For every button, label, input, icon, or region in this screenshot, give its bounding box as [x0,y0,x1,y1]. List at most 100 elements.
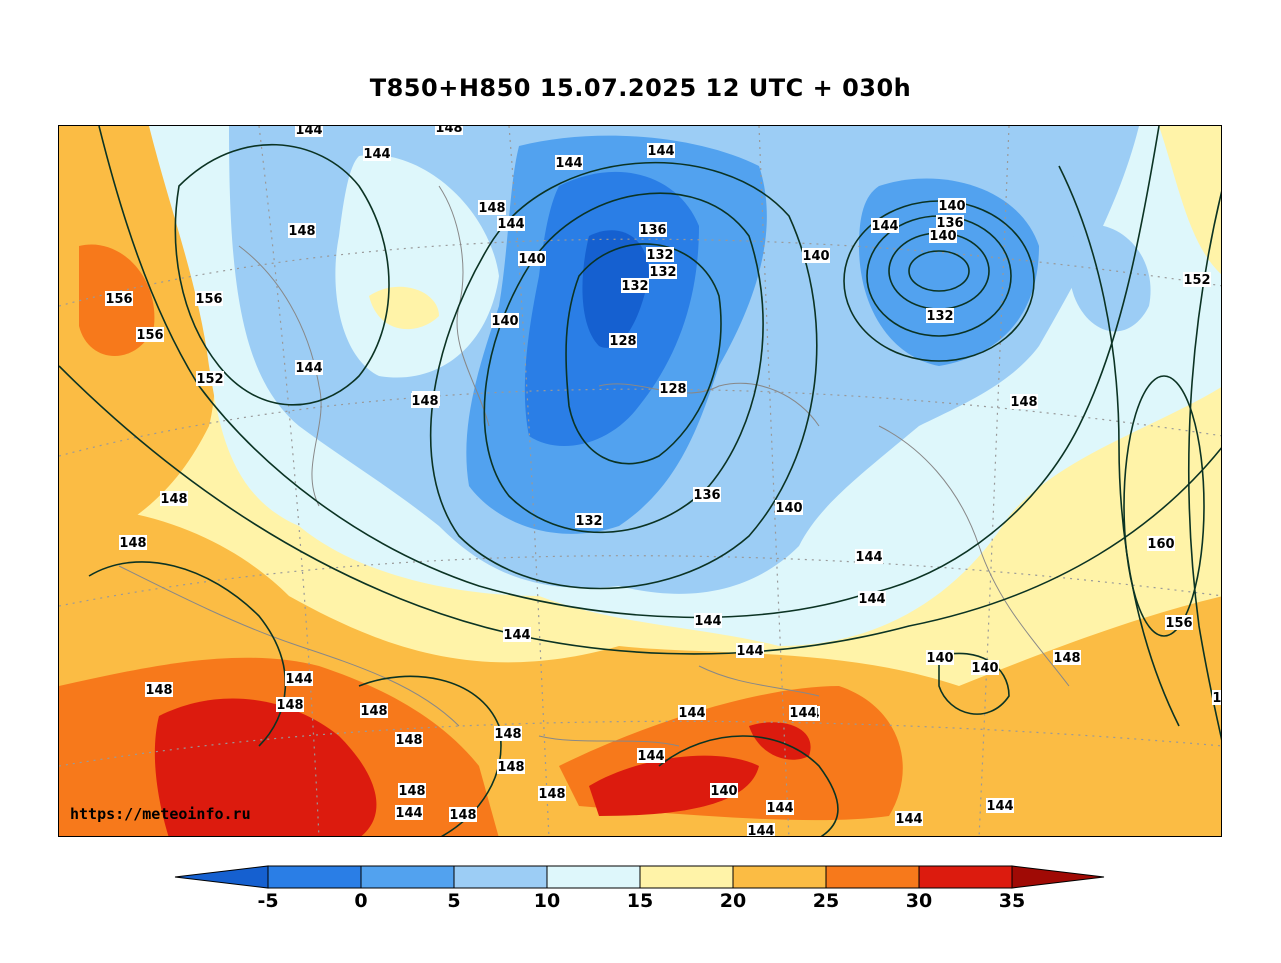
colorbar-tick-label: 10 [533,890,561,912]
contour-label: 156 [105,292,132,307]
contour-label: 148 [449,808,476,823]
contour-label: 148 [145,683,172,698]
contour-label: 144 [497,217,524,232]
map-title: T850+H850 15.07.2025 12 UTC + 030h [369,74,912,102]
contour-label: 144 [678,706,705,721]
contour-label: 144 [285,672,312,687]
contour-label: 156 [1165,616,1192,631]
contour-label: 144 [363,147,390,162]
contour-label-bg [1165,615,1193,630]
contour-label: 144 [503,628,530,643]
contour-label: 128 [609,334,636,349]
contour-label: 136 [639,223,666,238]
colorbar [174,865,1105,889]
contour-label-bg [855,549,883,564]
contour-label: 148 [1010,395,1037,410]
temp-band-10-15-inner [335,154,499,378]
contour-label-bg [926,650,954,665]
contour-label: 140 [929,229,956,244]
graticule [59,126,1221,836]
contour-label: 152 [196,372,223,387]
contour-label-bg [736,643,764,658]
contour-label: 148 [411,394,438,409]
contour-label: 132 [575,514,602,529]
contour-label-bg [621,278,649,293]
contour-label: 144 [871,219,898,234]
contour-label-bg [295,126,323,137]
contour-label: 152 [1183,273,1210,288]
contour-label: 148 [497,760,524,775]
contour-label: 148 [395,733,422,748]
contour-label: 132 [926,309,953,324]
colorbar-segment [732,865,827,889]
colorbar-segment [453,865,548,889]
contour-label: 144 [647,144,674,159]
contour-label-bg [195,291,223,306]
contour-label: 140 [971,661,998,676]
contour-label-bg [1147,536,1175,551]
contour-label-bg [196,371,224,386]
contour-label: 132 [649,265,676,280]
colorbar-tick-label: 20 [719,890,747,912]
contour-label-bg [449,807,477,822]
map-panel: 144 148 144 144 144 148 144 140 148 136 132 132 132 1… [58,125,1222,837]
contour-label-bg [639,222,667,237]
contour-label-bg [398,783,426,798]
contour-label-bg [659,381,687,396]
temp-band-30-35-center [589,755,759,816]
contour-label-bg [871,218,899,233]
contour-label-bg [478,200,506,215]
colorbar-tick-label: 0 [354,890,368,912]
contour-label-bg [411,393,439,408]
contour-label: 148 [538,787,565,802]
contour-label: 148 [119,536,146,551]
contour-label-bg [276,697,304,712]
contour-label: 156 [195,292,222,307]
contour-label: 140 [518,252,545,267]
contour-label: 144 [295,361,322,376]
contour-label-bg [1183,272,1211,287]
contour-label-bg [1053,650,1081,665]
contour-label-bg [494,726,522,741]
colorbar-segment [267,865,362,889]
colorbar-tick-label: 5 [447,890,461,912]
contour-label: 148 [494,727,521,742]
temp-band-0-5-east [859,178,1039,366]
contour-label-bg [538,786,566,801]
contour-label: 148 [435,126,462,136]
contour-label: 144 [694,614,721,629]
contour-label-bg [435,126,463,135]
contour-label-bg [145,682,173,697]
contour-label-bg [647,143,675,158]
temp-band-below-neg5 [582,230,649,348]
contour-label-bg [395,805,423,820]
contour-label-bg [575,513,603,528]
contour-label-bg [895,811,923,826]
contour-label: 156 [136,328,163,343]
contour-label-bg [497,759,525,774]
contour-label-bg [491,313,519,328]
contour-label: 140 [775,501,802,516]
contour-label: 148 [276,698,303,713]
contour-label: 140 [938,199,965,214]
colorbar-segment [918,865,1013,889]
contour-label: 136 [936,216,963,231]
watermark-url: https://meteoinfo.ru [70,805,251,823]
contour-label-bg [1212,690,1221,705]
contour-label: 144 [295,126,322,138]
contour-label: 148 [478,201,505,216]
contour-label-bg [926,308,954,323]
contour-label: 136 [693,488,720,503]
contour-label: 132 [621,279,648,294]
colorbar-tick-label: 30 [905,890,933,912]
contour-label-bg [1010,394,1038,409]
colorbar-segment [360,865,455,889]
temp-band-5-10-east [1068,224,1151,332]
colorbar-tick-label: 15 [626,890,654,912]
contour-label-bg [119,535,147,550]
contour-label-bg [936,215,964,230]
contour-label-bg [938,198,966,213]
contour-label: 144 [858,592,885,607]
